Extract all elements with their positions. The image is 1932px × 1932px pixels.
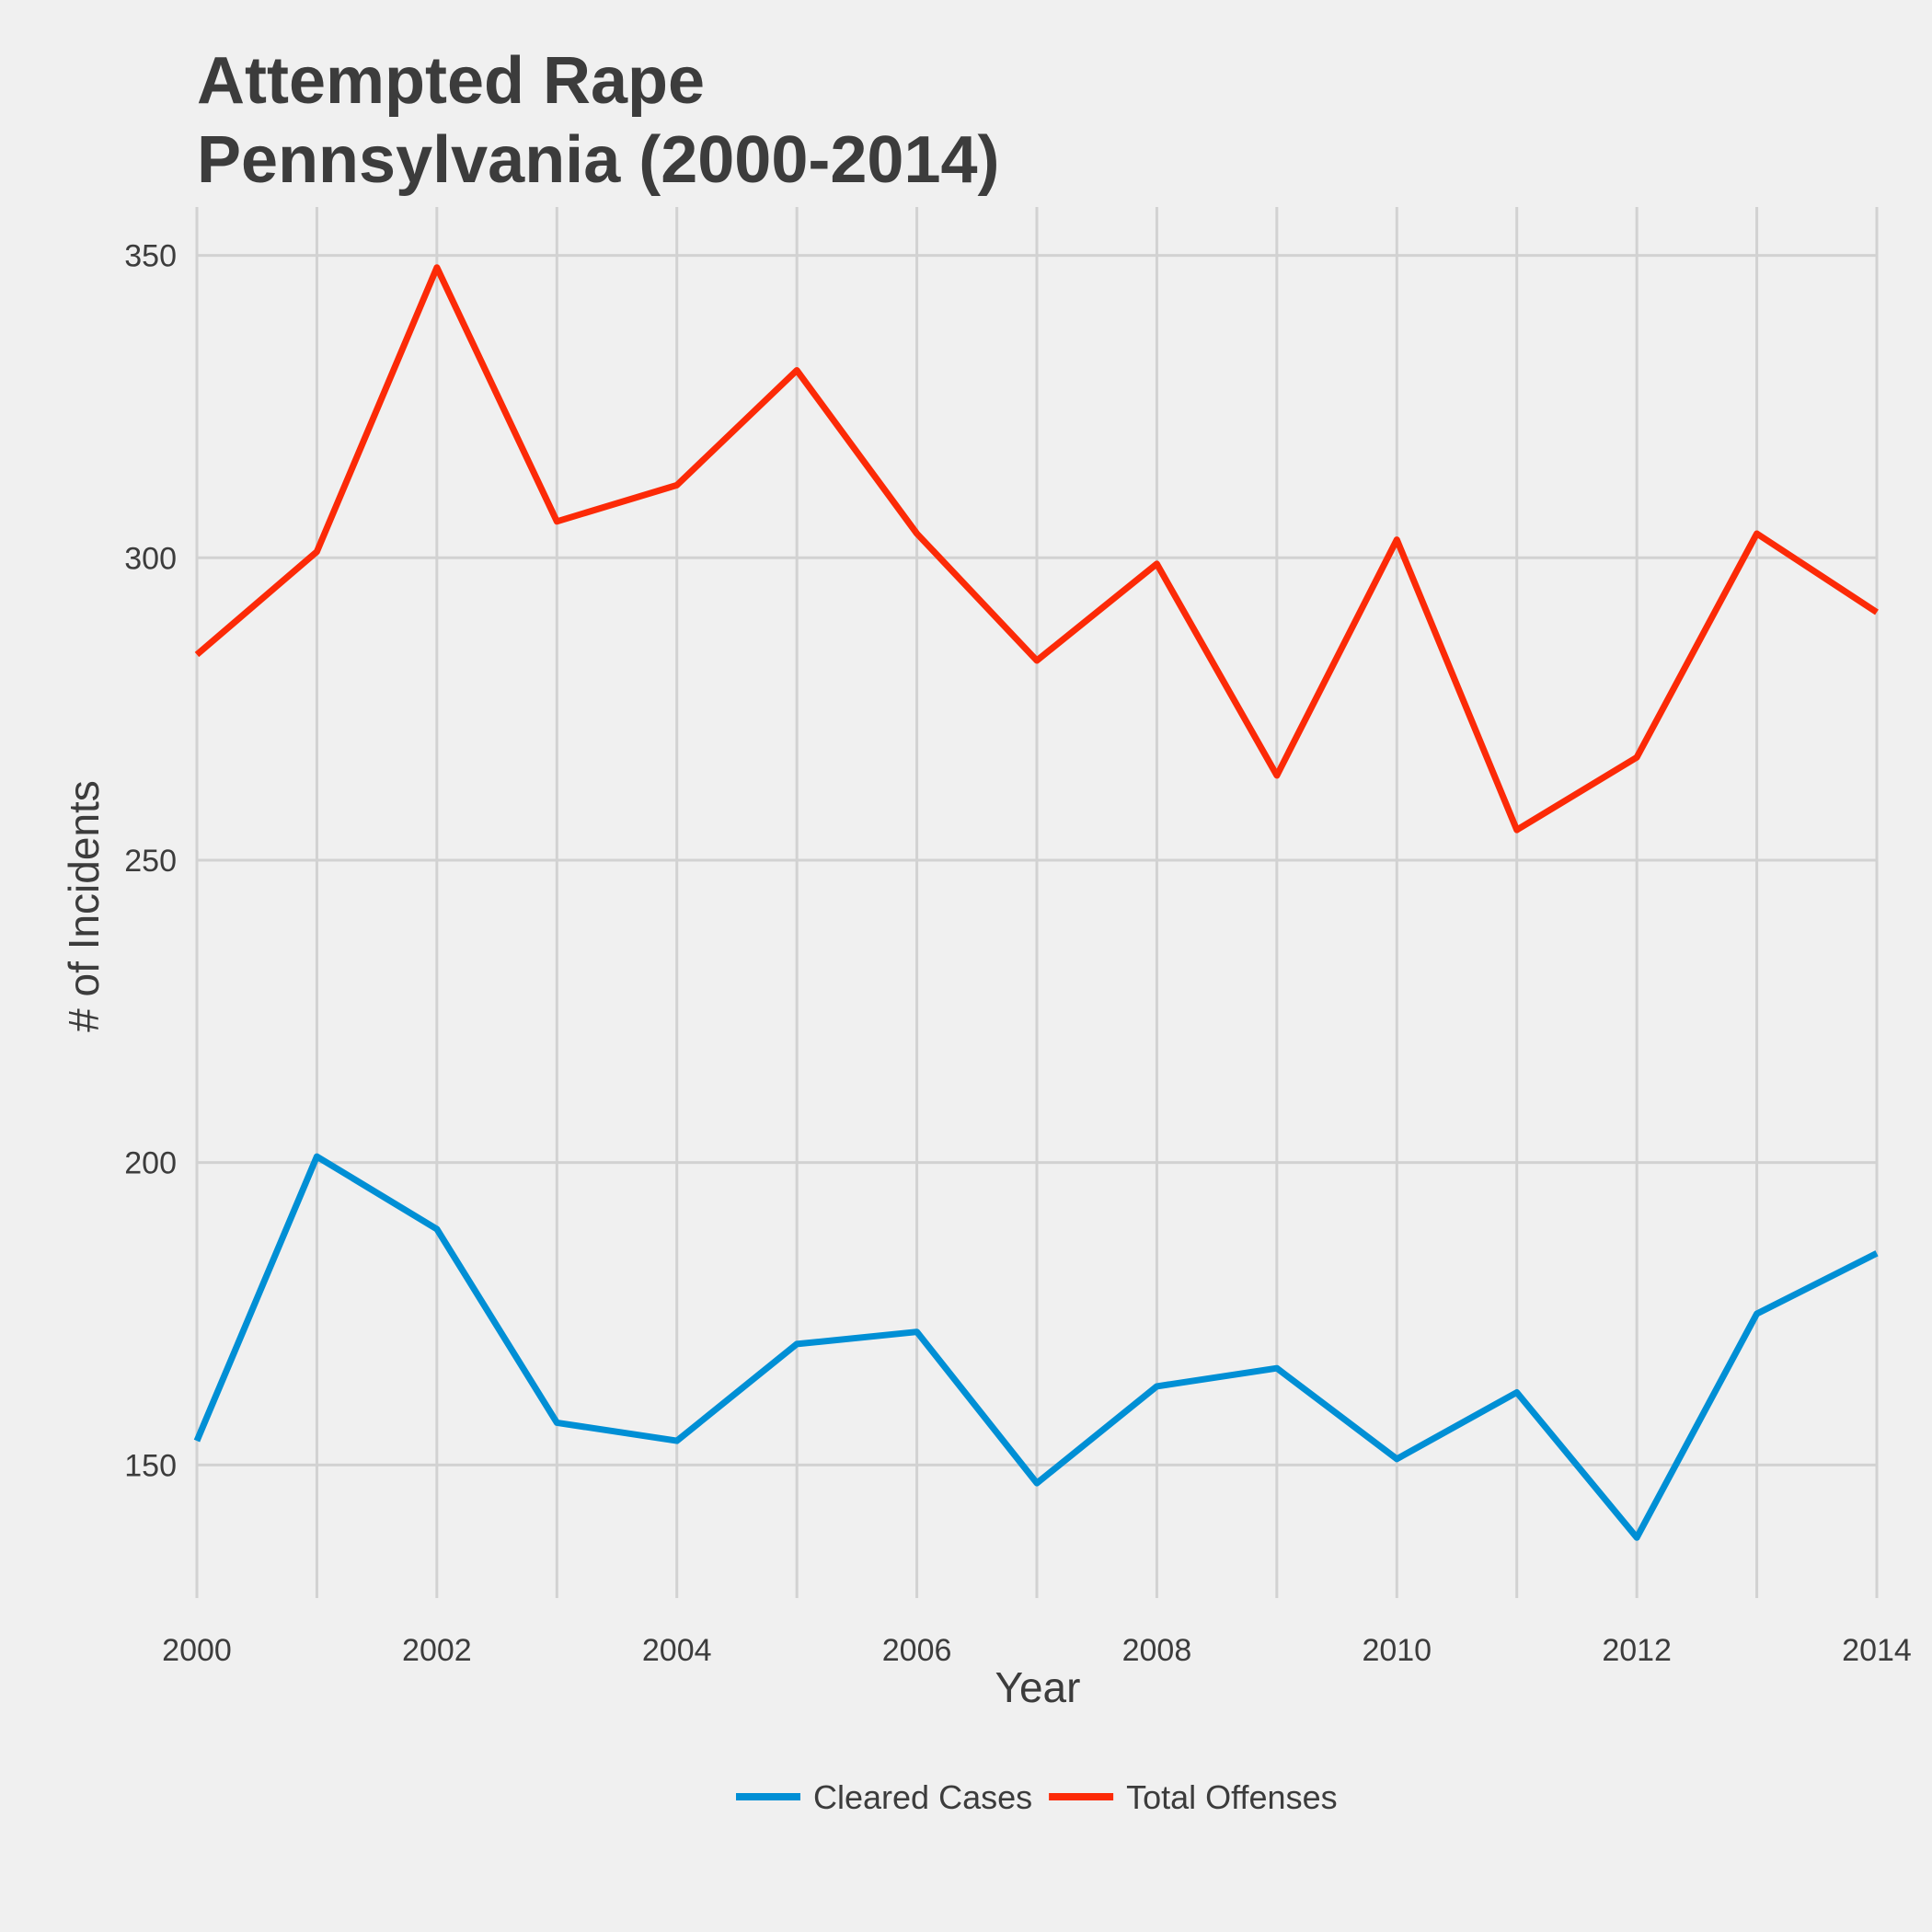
x-tick-label: 2010 bbox=[1362, 1633, 1432, 1668]
x-axis-title: Year bbox=[995, 1663, 1081, 1711]
series-line-cleared-cases bbox=[193, 1153, 1879, 1541]
legend: Cleared Cases Total Offenses bbox=[736, 1778, 1338, 1816]
x-tick-label: 2004 bbox=[642, 1633, 712, 1668]
gridlines bbox=[195, 207, 1879, 1598]
x-tick-label: 2000 bbox=[162, 1633, 232, 1668]
y-axis-ticks: 150 200 250 300 350 bbox=[124, 239, 177, 1484]
y-tick-label: 150 bbox=[124, 1448, 177, 1483]
y-tick-label: 250 bbox=[124, 844, 177, 879]
chart-title-line-1: Attempted Rape bbox=[197, 44, 705, 118]
y-tick-label: 200 bbox=[124, 1146, 177, 1181]
chart-title-line-2: Pennsylvania (2000-2014) bbox=[197, 123, 1000, 197]
y-tick-label: 350 bbox=[124, 239, 177, 274]
x-tick-label: 2014 bbox=[1842, 1633, 1912, 1668]
legend-label-cleared-cases: Cleared Cases bbox=[813, 1778, 1032, 1816]
series-line-total-offenses bbox=[194, 264, 1879, 834]
x-tick-label: 2008 bbox=[1122, 1633, 1192, 1668]
series-lines bbox=[193, 264, 1879, 1541]
x-tick-label: 2006 bbox=[882, 1633, 952, 1668]
x-tick-label: 2002 bbox=[402, 1633, 472, 1668]
x-tick-label: 2012 bbox=[1602, 1633, 1672, 1668]
x-axis-ticks: 2000 2002 2004 2006 2008 2010 2012 2014 bbox=[162, 1633, 1912, 1668]
y-tick-label: 300 bbox=[124, 541, 177, 576]
legend-label-total-offenses: Total Offenses bbox=[1126, 1778, 1337, 1816]
y-axis-title: # of Incidents bbox=[60, 780, 108, 1032]
